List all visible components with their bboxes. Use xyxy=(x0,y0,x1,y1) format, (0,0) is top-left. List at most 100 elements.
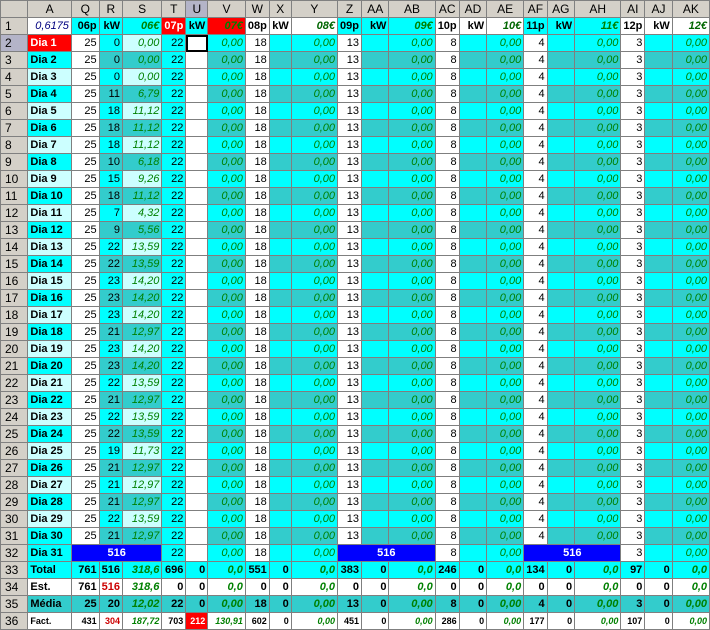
cell-ah[interactable]: 0,00 xyxy=(574,136,622,154)
merged-total-cell[interactable]: 516 xyxy=(337,544,436,562)
summary-cell[interactable]: 97 xyxy=(620,561,646,579)
cell-ag[interactable] xyxy=(546,255,576,273)
column-header-aj[interactable]: AJ xyxy=(644,0,673,18)
cell-ab[interactable]: 0,00 xyxy=(388,289,436,307)
cell-ah[interactable]: 0,00 xyxy=(574,425,622,443)
cell-x[interactable] xyxy=(268,51,292,69)
summary-cell[interactable]: 516 xyxy=(98,578,123,596)
summary-cell[interactable]: 12,02 xyxy=(121,595,163,613)
cell-ab[interactable]: 0,00 xyxy=(388,204,436,222)
cell-aj[interactable] xyxy=(644,442,673,460)
cell-ad[interactable] xyxy=(458,34,488,52)
cell-s[interactable]: 0,00 xyxy=(121,51,163,69)
summary-cell[interactable]: 516 xyxy=(98,561,123,579)
cell-ac[interactable]: 8 xyxy=(434,51,460,69)
cell-ab[interactable]: 0,00 xyxy=(388,425,436,443)
cell-ai[interactable]: 3 xyxy=(620,68,646,86)
summary-cell[interactable]: 602 xyxy=(244,612,270,630)
cell-ah[interactable]: 0,00 xyxy=(574,476,622,494)
summary-cell[interactable]: 0 xyxy=(185,578,209,596)
cell-w[interactable]: 18 xyxy=(244,442,270,460)
cell-z[interactable]: 13 xyxy=(337,476,362,494)
cell-t[interactable]: 22 xyxy=(161,272,187,290)
cell-ab[interactable]: 0,00 xyxy=(388,34,436,52)
cell-v[interactable]: 0,00 xyxy=(207,306,246,324)
summary-cell[interactable]: 0 xyxy=(546,578,576,596)
header-cell[interactable]: 12€ xyxy=(671,17,710,35)
cell-aa[interactable] xyxy=(360,408,390,426)
cell-y[interactable]: 0,00 xyxy=(290,425,339,443)
cell-ag[interactable] xyxy=(546,408,576,426)
cell-q[interactable]: 25 xyxy=(70,119,100,137)
cell-v[interactable]: 0,00 xyxy=(207,493,246,511)
cell-w[interactable]: 18 xyxy=(244,391,270,409)
cell-v[interactable]: 0,00 xyxy=(207,323,246,341)
column-header-r[interactable]: R xyxy=(98,0,123,18)
summary-cell[interactable]: 0,0 xyxy=(388,578,436,596)
cell-af[interactable]: 4 xyxy=(523,255,548,273)
cell-t[interactable]: 22 xyxy=(161,442,187,460)
summary-label[interactable]: Total xyxy=(27,561,72,579)
cell-y[interactable]: 0,00 xyxy=(290,289,339,307)
cell-aj[interactable] xyxy=(644,68,673,86)
header-cell[interactable]: 10€ xyxy=(486,17,525,35)
cell-ae[interactable]: 0,00 xyxy=(486,306,525,324)
summary-cell[interactable]: 0 xyxy=(458,561,488,579)
day-label[interactable]: Dia 24 xyxy=(27,425,72,443)
cell-ae[interactable]: 0,00 xyxy=(486,544,525,562)
cell-ac[interactable]: 8 xyxy=(434,306,460,324)
cell-z[interactable]: 13 xyxy=(337,374,362,392)
cell-af[interactable]: 4 xyxy=(523,289,548,307)
cell-r[interactable]: 21 xyxy=(98,476,123,494)
cell-t[interactable]: 22 xyxy=(161,204,187,222)
cell-ab[interactable]: 0,00 xyxy=(388,442,436,460)
cell-s[interactable]: 13,59 xyxy=(121,510,163,528)
row-header-15[interactable]: 15 xyxy=(0,255,29,273)
cell-v[interactable]: 0,00 xyxy=(207,459,246,477)
cell-s[interactable]: 14,20 xyxy=(121,289,163,307)
summary-cell[interactable]: 0 xyxy=(268,561,292,579)
cell-t[interactable]: 22 xyxy=(161,323,187,341)
cell-ag[interactable] xyxy=(546,323,576,341)
cell-x[interactable] xyxy=(268,408,292,426)
summary-cell[interactable]: 187,72 xyxy=(121,612,163,630)
cell-q[interactable]: 25 xyxy=(70,408,100,426)
summary-cell[interactable]: 0,00 xyxy=(574,595,622,613)
cell-z[interactable]: 13 xyxy=(337,357,362,375)
summary-cell[interactable]: 0 xyxy=(458,578,488,596)
cell-q[interactable]: 25 xyxy=(70,51,100,69)
cell-x[interactable] xyxy=(268,272,292,290)
cell-aj[interactable] xyxy=(644,357,673,375)
column-header-ac[interactable]: AC xyxy=(434,0,460,18)
cell-u[interactable] xyxy=(185,170,209,188)
summary-cell[interactable]: 177 xyxy=(523,612,548,630)
column-header-ag[interactable]: AG xyxy=(546,0,576,18)
cell-ab[interactable]: 0,00 xyxy=(388,527,436,545)
cell-s[interactable]: 11,12 xyxy=(121,187,163,205)
header-cell[interactable]: 09€ xyxy=(388,17,436,35)
cell-ai[interactable]: 3 xyxy=(620,102,646,120)
summary-label[interactable]: Fact. xyxy=(27,612,72,630)
cell-ae[interactable]: 0,00 xyxy=(486,170,525,188)
cell-s[interactable]: 13,59 xyxy=(121,408,163,426)
cell-x[interactable] xyxy=(268,204,292,222)
cell-ad[interactable] xyxy=(458,119,488,137)
summary-cell[interactable]: 0 xyxy=(268,612,292,630)
cell-aa[interactable] xyxy=(360,357,390,375)
cell-ah[interactable]: 0,00 xyxy=(574,85,622,103)
summary-cell[interactable]: 25 xyxy=(70,595,100,613)
cell-r[interactable]: 21 xyxy=(98,459,123,477)
cell-s[interactable]: 5,56 xyxy=(121,221,163,239)
day-label[interactable]: Dia 8 xyxy=(27,153,72,171)
cell-aa[interactable] xyxy=(360,51,390,69)
cell-t[interactable]: 22 xyxy=(161,255,187,273)
header-cell[interactable]: kW xyxy=(268,17,292,35)
day-label[interactable]: Dia 28 xyxy=(27,493,72,511)
summary-cell[interactable]: 0 xyxy=(360,595,390,613)
cell-ab[interactable]: 0,00 xyxy=(388,357,436,375)
cell-x[interactable] xyxy=(268,510,292,528)
cell-ac[interactable]: 8 xyxy=(434,221,460,239)
cell-y[interactable]: 0,00 xyxy=(290,510,339,528)
cell-ac[interactable]: 8 xyxy=(434,170,460,188)
cell-ag[interactable] xyxy=(546,272,576,290)
